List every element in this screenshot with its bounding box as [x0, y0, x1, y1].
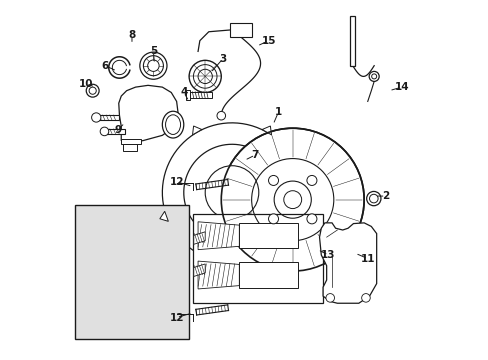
Circle shape — [217, 111, 225, 120]
Text: 8: 8 — [128, 30, 135, 40]
Polygon shape — [214, 260, 224, 268]
Circle shape — [325, 294, 334, 302]
Circle shape — [147, 60, 159, 71]
Bar — [75, 205, 189, 339]
Text: 13: 13 — [321, 250, 335, 260]
Circle shape — [366, 192, 380, 206]
Polygon shape — [239, 223, 298, 248]
Bar — [230, 23, 251, 37]
Circle shape — [306, 214, 316, 224]
Circle shape — [361, 294, 369, 302]
Polygon shape — [119, 85, 178, 141]
Text: 5: 5 — [149, 46, 157, 57]
Bar — [185, 90, 190, 100]
Polygon shape — [198, 261, 239, 289]
Circle shape — [143, 56, 163, 76]
Polygon shape — [193, 264, 205, 276]
Ellipse shape — [162, 111, 183, 138]
Text: 7: 7 — [251, 150, 258, 160]
Polygon shape — [198, 222, 239, 249]
Text: 12: 12 — [169, 177, 183, 187]
Text: 9: 9 — [114, 125, 121, 135]
Circle shape — [221, 128, 364, 271]
Circle shape — [369, 194, 377, 203]
Text: 14: 14 — [393, 82, 408, 92]
Text: 12: 12 — [169, 312, 183, 323]
Circle shape — [86, 84, 99, 97]
Circle shape — [306, 175, 316, 185]
Bar — [349, 16, 354, 66]
Text: 1: 1 — [274, 107, 282, 117]
Polygon shape — [262, 126, 271, 135]
Circle shape — [189, 60, 221, 93]
Text: 6: 6 — [102, 61, 109, 71]
Text: 2: 2 — [381, 191, 388, 201]
Polygon shape — [319, 223, 376, 303]
Bar — [192, 214, 323, 303]
Bar — [98, 115, 119, 120]
Circle shape — [89, 87, 96, 94]
Text: 15: 15 — [261, 36, 276, 46]
Bar — [105, 129, 124, 134]
Text: 10: 10 — [79, 78, 93, 89]
Polygon shape — [193, 232, 205, 244]
Circle shape — [371, 74, 376, 79]
Text: 3: 3 — [219, 54, 226, 64]
Polygon shape — [192, 126, 202, 135]
Polygon shape — [162, 123, 301, 262]
Bar — [190, 92, 211, 98]
Circle shape — [100, 127, 108, 136]
Circle shape — [268, 214, 278, 224]
Polygon shape — [239, 262, 298, 288]
Circle shape — [268, 175, 278, 185]
Circle shape — [91, 113, 101, 122]
Circle shape — [140, 52, 166, 79]
Ellipse shape — [165, 115, 180, 134]
Text: 4: 4 — [180, 87, 187, 98]
Circle shape — [368, 71, 378, 81]
Circle shape — [205, 166, 258, 219]
Polygon shape — [121, 139, 141, 144]
Text: 11: 11 — [360, 253, 374, 264]
Polygon shape — [160, 211, 168, 221]
Polygon shape — [123, 144, 137, 152]
